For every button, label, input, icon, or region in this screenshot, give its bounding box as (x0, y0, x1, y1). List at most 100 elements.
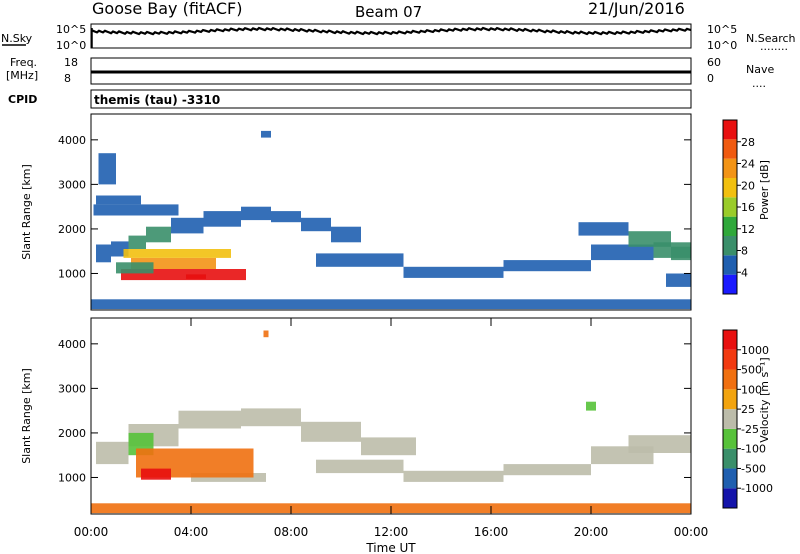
velocity-cbar-tick-label-1: 500 (741, 364, 762, 377)
power-band-9 (331, 226, 361, 243)
power-band-11 (96, 195, 141, 205)
velocity-band-11 (403, 470, 504, 482)
cpid-value: themis (tau) -3310 (94, 93, 220, 107)
freq-right-legend: .... (752, 77, 766, 90)
velocity-band-10 (316, 459, 404, 474)
power-cbar-tick-label-5: 8 (741, 245, 748, 258)
power-heatmap (91, 130, 691, 310)
velocity-cbar-swatch-7 (723, 349, 737, 370)
freq-left-label-1: Freq. (10, 56, 37, 69)
power-cbar-swatch-4 (723, 197, 737, 217)
velocity-colorbar-label: Velocity [m s⁻¹] (758, 357, 771, 442)
time-tick-label-1: 04:00 (174, 525, 209, 539)
power-colorbar-label: Power [dB] (758, 160, 771, 220)
power-band-24 (671, 246, 691, 261)
velocity-band-12 (503, 464, 591, 476)
velocity-band-16 (263, 330, 269, 338)
velocity-band-3 (241, 408, 301, 427)
station-title: Goose Bay (fitACF) (92, 0, 242, 18)
power-ylabel: Slant Range [km] (20, 164, 33, 260)
time-tick-label-2: 08:00 (274, 525, 309, 539)
power-band-19 (503, 260, 591, 272)
velocity-cbar-frame (722, 329, 738, 509)
time-axis: 00:00 04:00 08:00 12:00 16:00 20:00 00:00 (74, 318, 709, 539)
date-title: 21/Jun/2016 (588, 0, 685, 18)
power-cbar-tick-label-0: 28 (741, 136, 755, 149)
time-tick-label-5: 20:00 (574, 525, 609, 539)
noise-sky-line (90, 26, 692, 36)
time-tick-label-0: 00:00 (74, 525, 109, 539)
velocity-cbar-swatch-1 (723, 468, 737, 489)
power-ytick-label-2: 2000 (58, 223, 86, 236)
power-band-13 (131, 257, 216, 269)
velocity-cbar-tick-label-0: 1000 (741, 344, 769, 357)
power-cbar-tick-label-1: 24 (741, 158, 755, 171)
velocity-cbar-swatch-3 (723, 428, 737, 449)
power-cbar-tick-label-4: 12 (741, 223, 755, 236)
power-cbar-swatch-6 (723, 158, 737, 178)
power-band-18 (403, 266, 504, 278)
velocity-cbar-tick-label-4: -25 (741, 423, 759, 436)
velocity-cbar-swatch-8 (723, 330, 737, 350)
noise-left-label: N.Sky (1, 32, 33, 45)
velocity-ytick-label-2: 2000 (58, 427, 86, 440)
cpid-panel-frame (90, 89, 692, 109)
velocity-ytick-label-1: 3000 (58, 382, 86, 395)
power-yaxis: 4000 3000 2000 1000 (58, 134, 691, 280)
power-band-16 (186, 274, 206, 279)
velocity-cbar-swatch-4 (723, 409, 737, 429)
noise-left-tick-top: 10^5 (56, 23, 86, 36)
power-cbar-swatch-3 (723, 216, 737, 236)
freq-right-label: Nave (746, 63, 774, 76)
power-band-6 (241, 206, 271, 221)
time-axis-label: Time UT (365, 541, 416, 554)
power-cbar-swatch-1 (723, 255, 737, 275)
power-band-8 (301, 217, 331, 232)
velocity-cbar-swatch-5 (723, 389, 737, 410)
velocity-band-4 (301, 421, 361, 442)
noise-right-tick-bottom: 10^0 (707, 39, 737, 52)
power-band-14 (123, 249, 231, 258)
power-band-7 (271, 211, 301, 223)
freq-left-tick-top: 18 (64, 56, 78, 69)
power-band-17 (316, 253, 404, 267)
power-band-2 (128, 235, 146, 249)
time-tick-label-6: 00:00 (674, 525, 709, 539)
velocity-band-14 (628, 435, 691, 453)
velocity-yaxis: 4000 3000 2000 1000 (58, 338, 691, 484)
velocity-ylabel: Slant Range [km] (20, 368, 33, 464)
velocity-ytick-label-0: 4000 (58, 338, 86, 351)
power-band-3 (146, 226, 171, 243)
velocity-cbar-tick-label-7: -1000 (741, 482, 773, 495)
velocity-heatmap (91, 330, 691, 514)
velocity-cbar-swatch-0 (723, 488, 737, 508)
time-tick-label-3: 12:00 (374, 525, 409, 539)
power-band-26 (98, 153, 116, 185)
power-band-5 (203, 211, 241, 227)
velocity-band-2 (178, 410, 241, 429)
power-panel-frame (90, 113, 692, 311)
power-band-0 (96, 244, 111, 263)
power-band-23 (628, 231, 671, 247)
power-ytick-label-3: 1000 (58, 267, 86, 280)
power-cbar-swatch-7 (723, 139, 737, 159)
power-band-22 (578, 222, 629, 236)
power-band-12 (121, 269, 246, 281)
noise-right-legend: ........ (760, 40, 788, 53)
power-band-25 (666, 273, 691, 287)
power-band-20 (591, 244, 654, 261)
cpid-label: CPID (8, 93, 37, 106)
power-ytick-label-1: 3000 (58, 178, 86, 191)
power-cbar-tick-label-3: 16 (741, 201, 755, 214)
power-band-27 (261, 130, 271, 138)
noise-right-label: N.Search (746, 32, 796, 45)
velocity-band-5 (361, 437, 416, 456)
velocity-cbar-tick-label-2: 100 (741, 383, 762, 396)
freq-right-tick-bottom: 0 (707, 72, 714, 85)
power-ytick-label-0: 4000 (58, 134, 86, 147)
velocity-cbar-tick-label-3: 25 (741, 403, 755, 416)
power-cbar-swatch-0 (723, 274, 737, 294)
velocity-colorbar: 1000 500 100 25 -25 -100 -500 -1000 (722, 329, 773, 509)
power-cbar-swatch-8 (723, 120, 737, 140)
power-band-10 (93, 204, 179, 216)
